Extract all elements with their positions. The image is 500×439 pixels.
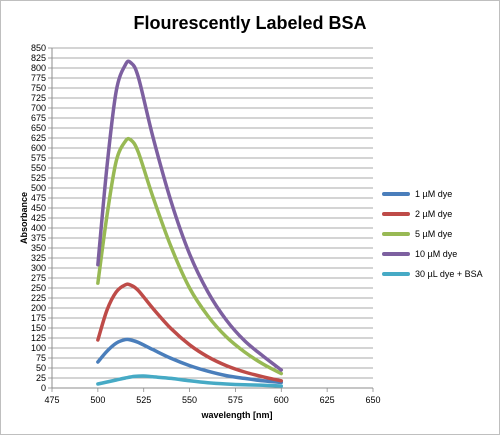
y-tick-label: 425 [31, 213, 46, 223]
x-tick-label: 650 [365, 395, 380, 405]
y-tick-label: 375 [31, 233, 46, 243]
y-tick-label: 800 [31, 63, 46, 73]
y-tick-label: 450 [31, 203, 46, 213]
y-tick-label: 475 [31, 193, 46, 203]
legend-entry: 30 µL dye + BSA [415, 269, 483, 279]
y-tick-label: 600 [31, 143, 46, 153]
legend-entry: 2 µM dye [415, 209, 452, 219]
series-line-1-m-dye [96, 337, 284, 385]
x-axis-ticks: 475 500 525 550 575 600 625 650 [44, 388, 381, 405]
series-line-5-m-dye [96, 136, 284, 376]
legend-entry: 5 µM dye [415, 229, 452, 239]
y-tick-label: 300 [31, 263, 46, 273]
y-tick-label: 825 [31, 53, 46, 63]
y-tick-label: 700 [31, 103, 46, 113]
x-tick-label: 525 [136, 395, 151, 405]
y-tick-label: 500 [31, 183, 46, 193]
y-tick-label: 200 [31, 303, 46, 313]
y-tick-label: 350 [31, 243, 46, 253]
grid-lines [52, 47, 373, 389]
y-tick-label: 575 [31, 153, 46, 163]
y-tick-label: 175 [31, 313, 46, 323]
x-axis-label: wavelength [nm] [200, 410, 272, 420]
series-line-30-l-dye-bsa [96, 374, 284, 388]
y-tick-label: 275 [31, 273, 46, 283]
x-tick-label: 475 [44, 395, 59, 405]
y-tick-label: 675 [31, 113, 46, 123]
y-tick-label: 125 [31, 333, 46, 343]
y-tick-label: 850 [31, 43, 46, 53]
y-tick-label: 775 [31, 73, 46, 83]
legend: 1 µM dye 2 µM dye 5 µM dye 10 µM dye 30 µL d… [382, 189, 483, 279]
y-tick-label: 550 [31, 163, 46, 173]
y-tick-label: 75 [36, 353, 46, 363]
x-tick-label: 575 [228, 395, 243, 405]
axes [51, 48, 373, 389]
legend-entry: 1 µM dye [415, 189, 452, 199]
x-tick-label: 550 [182, 395, 197, 405]
y-tick-label: 150 [31, 323, 46, 333]
y-tick-label: 400 [31, 223, 46, 233]
y-tick-label: 225 [31, 293, 46, 303]
y-tick-label: 625 [31, 133, 46, 143]
legend-entry: 10 µM dye [415, 249, 457, 259]
y-tick-label: 0 [41, 383, 46, 393]
series-lines [96, 59, 284, 388]
series-line-10-m-dye [96, 59, 284, 372]
series-line-2-m-dye [96, 282, 284, 383]
x-tick-label: 625 [320, 395, 335, 405]
y-tick-label: 525 [31, 173, 46, 183]
y-tick-label: 250 [31, 283, 46, 293]
y-tick-label: 50 [36, 363, 46, 373]
chart-title: Flourescently Labeled BSA [133, 13, 366, 33]
y-tick-label: 650 [31, 123, 46, 133]
y-tick-label: 750 [31, 83, 46, 93]
y-tick-label: 100 [31, 343, 46, 353]
x-tick-label: 500 [90, 395, 105, 405]
y-axis-ticks: 0255075100125150175200225250275300325350… [31, 43, 52, 393]
y-tick-label: 325 [31, 253, 46, 263]
y-tick-label: 725 [31, 93, 46, 103]
y-tick-label: 25 [36, 373, 46, 383]
y-axis-label: Absorbance [19, 192, 29, 244]
x-tick-label: 600 [274, 395, 289, 405]
